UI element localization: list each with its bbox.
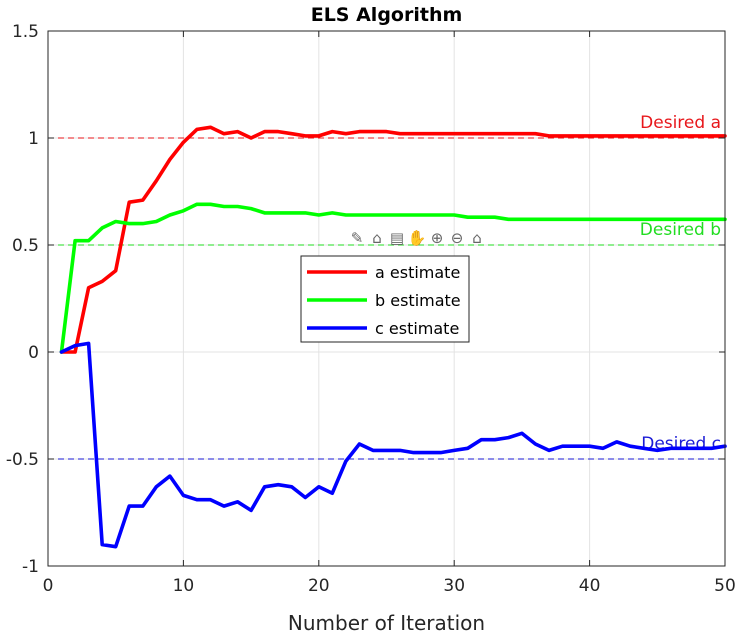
y-tick-label: 1 (28, 129, 39, 149)
y-tick-label: 1.5 (12, 22, 39, 42)
legend-label: b estimate (375, 291, 461, 310)
x-tick-label: 0 (43, 576, 54, 596)
x-tick-label: 20 (308, 576, 330, 596)
series-line (59, 125, 727, 354)
brush-icon[interactable]: ⌂ (372, 229, 382, 247)
pencil-icon[interactable]: ✎ (351, 229, 364, 247)
y-tick-label: -0.5 (6, 450, 39, 470)
data-tip-icon[interactable]: ▤ (390, 229, 404, 247)
axis-ticks: 0 10 20 30 40 50 -1 -0.5 0 0.5 1 1.5 (6, 22, 736, 596)
y-tick-label: 0 (28, 343, 39, 363)
x-tick-label: 50 (714, 576, 736, 596)
axes-toolbar: ✎ ⌂ ▤ ✋ ⊕ ⊖ ⌂ (351, 229, 482, 247)
legend-label: c estimate (375, 319, 459, 338)
x-tick-label: 10 (173, 576, 195, 596)
y-tick-label: 0.5 (12, 236, 39, 256)
series-line (59, 202, 727, 354)
zoom-in-icon[interactable]: ⊕ (431, 229, 444, 247)
series-line (59, 341, 727, 549)
x-tick-label: 30 (443, 576, 465, 596)
home-icon[interactable]: ⌂ (472, 229, 482, 247)
legend-label: a estimate (375, 263, 460, 282)
zoom-out-icon[interactable]: ⊖ (451, 229, 464, 247)
reference-line-label: Desired a (640, 113, 721, 133)
chart-title: ELS Algorithm (311, 4, 463, 26)
x-tick-label: 40 (579, 576, 601, 596)
series-lines (59, 125, 727, 549)
x-axis-label: Number of Iteration (288, 611, 485, 635)
legend: a estimate b estimate c estimate (300, 255, 470, 343)
axes-box (47, 30, 726, 567)
reference-line-label: Desired b (640, 220, 721, 240)
y-tick-label: -1 (22, 557, 39, 577)
pan-hand-icon[interactable]: ✋ (408, 229, 427, 247)
